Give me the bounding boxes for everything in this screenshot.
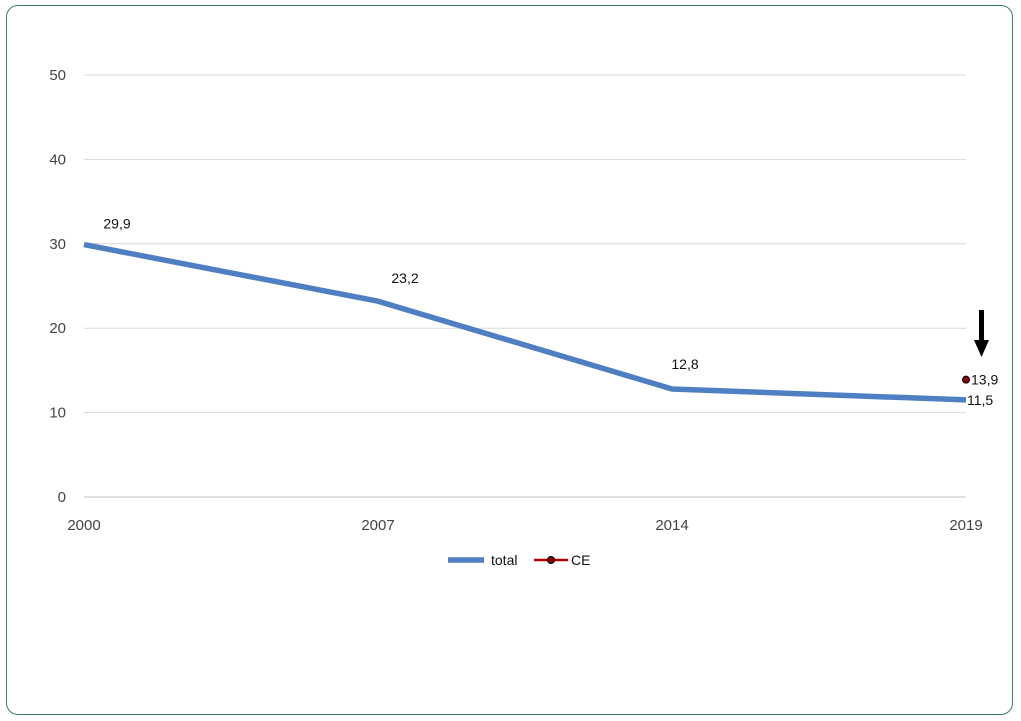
legend-item-total: total [448, 552, 517, 568]
series-points [83, 244, 970, 400]
x-axis-ticks: 2000 2007 2014 2019 [67, 517, 982, 534]
legend-item-CE: CE [534, 552, 590, 568]
legend-label-CE: CE [571, 552, 590, 568]
data-labels: 29,9 23,2 12,8 11,5 13,9 [103, 216, 998, 408]
arrow-shaft [979, 310, 984, 344]
x-tick-label: 2007 [361, 517, 394, 534]
legend-marker-CE [547, 556, 555, 564]
y-tick-label: 0 [58, 489, 66, 506]
legend-label-total: total [491, 552, 517, 568]
down-arrow-icon [974, 310, 989, 357]
y-tick-label: 40 [49, 151, 66, 168]
point-CE [962, 375, 970, 384]
arrow-head [974, 340, 989, 357]
y-tick-label: 30 [49, 236, 66, 253]
gridlines [84, 74, 966, 498]
data-label-total: 12,8 [671, 356, 698, 372]
x-tick-label: 2014 [655, 517, 688, 534]
y-tick-label: 20 [49, 320, 66, 337]
chart-frame [6, 5, 1013, 715]
legend: total CE [448, 552, 590, 568]
series-line-total [83, 241, 967, 403]
data-label-total: 11,5 [967, 392, 993, 408]
x-tick-label: 2000 [67, 517, 100, 534]
y-tick-label: 10 [49, 405, 66, 422]
series-lines [83, 241, 967, 403]
data-label-total: 29,9 [103, 216, 130, 232]
annotations [974, 310, 989, 357]
x-tick-label: 2019 [949, 517, 982, 534]
y-axis-ticks: 0 10 20 30 40 50 [49, 67, 66, 506]
data-label-CE: 13,9 [971, 372, 998, 388]
y-tick-label: 50 [49, 67, 66, 84]
data-label-total: 23,2 [391, 270, 418, 286]
